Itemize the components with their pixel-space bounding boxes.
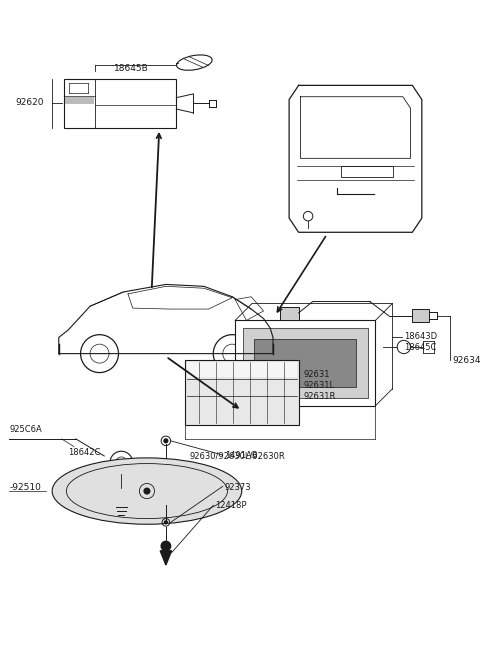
Text: 12418P: 12418P	[215, 501, 247, 510]
Circle shape	[161, 541, 170, 551]
Circle shape	[165, 521, 168, 524]
Text: 92631L: 92631L	[303, 381, 335, 390]
Bar	[412, 309, 430, 323]
Text: 92620: 92620	[15, 98, 44, 106]
Bar	[187, 362, 297, 377]
Text: 18645C: 18645C	[404, 343, 436, 352]
Polygon shape	[160, 551, 171, 565]
Bar	[64, 79, 176, 128]
Text: 92634: 92634	[452, 357, 480, 365]
Bar	[280, 307, 299, 321]
Bar	[341, 166, 394, 177]
Text: -92510: -92510	[10, 484, 41, 493]
Ellipse shape	[52, 458, 242, 524]
Circle shape	[164, 439, 168, 443]
Bar	[243, 328, 368, 398]
Bar	[235, 321, 375, 406]
Text: 18645B: 18645B	[114, 64, 148, 74]
Text: 92631R: 92631R	[303, 392, 336, 401]
Text: 18642C: 18642C	[68, 449, 101, 457]
Text: 18643D: 18643D	[404, 332, 437, 341]
Bar	[65, 97, 94, 104]
Circle shape	[144, 488, 150, 494]
Text: 92631: 92631	[303, 370, 330, 378]
Text: 92373: 92373	[225, 482, 252, 491]
Text: 92630/92630L/92630R: 92630/92630L/92630R	[190, 451, 285, 461]
Text: 925C6A: 925C6A	[10, 425, 42, 434]
Text: 1491AB: 1491AB	[225, 451, 257, 461]
Bar	[185, 360, 299, 424]
Bar	[254, 340, 357, 387]
